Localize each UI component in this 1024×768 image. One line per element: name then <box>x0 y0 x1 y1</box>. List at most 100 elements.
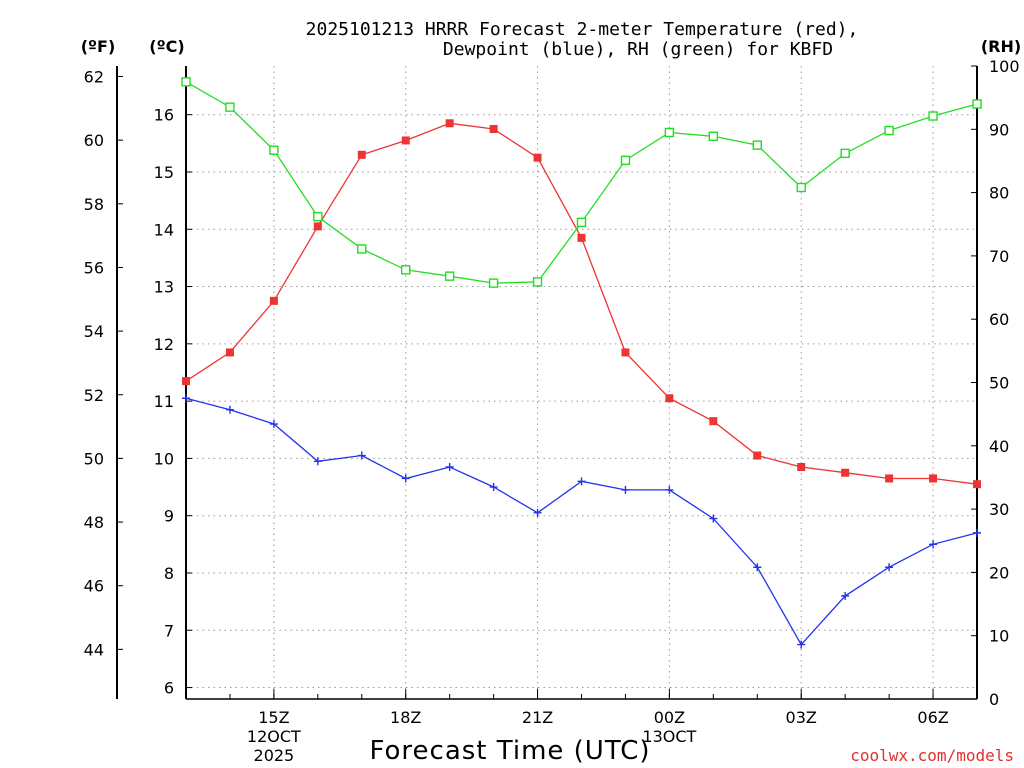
rh-point <box>269 145 279 155</box>
rh-point <box>488 278 499 288</box>
rh-point <box>401 265 411 275</box>
rh-point <box>708 131 719 141</box>
fahrenheit-tick-label: 48 <box>84 513 104 532</box>
rh-point <box>884 125 894 136</box>
celsius-tick-label: 14 <box>154 220 174 239</box>
x-tick-date-label: 13OCT <box>642 727 696 746</box>
2-meter-temperature-point <box>182 377 190 386</box>
rh-point <box>752 140 762 150</box>
chart-title-line2: Dewpoint (blue), RH (green) for KBFD <box>443 39 833 60</box>
celsius-tick-label: 6 <box>164 679 174 698</box>
2-meter-temperature-line <box>185 122 978 485</box>
axes <box>116 66 978 700</box>
2-meter-temperature-point <box>797 462 806 471</box>
rh-point <box>225 102 235 112</box>
2-meter-temperature-point <box>885 474 894 483</box>
2-meter-temperature-point <box>929 474 938 483</box>
rh-tick-label: 90 <box>989 120 1009 139</box>
rh-point <box>532 277 543 287</box>
fahrenheit-tick-label: 62 <box>84 68 104 87</box>
dewpoint-point <box>577 477 586 486</box>
rh-point <box>357 244 367 254</box>
dewpoint-point <box>182 394 190 403</box>
rh-unit-label: (RH) <box>981 37 1021 56</box>
celsius-tick-label: 12 <box>154 335 174 354</box>
rh-tick-label: 30 <box>989 500 1009 519</box>
x-tick-date-label: 12OCT <box>247 727 301 746</box>
2-meter-temperature-point <box>533 153 542 162</box>
fahrenheit-unit-label: (ºF) <box>81 37 116 56</box>
celsius-unit-label: (ºC) <box>149 37 184 56</box>
x-tick-year-label: 2025 <box>254 746 295 765</box>
2-meter-temperature-point <box>489 125 498 134</box>
2-meter-temperature-point <box>357 150 366 159</box>
rh-point <box>972 99 982 109</box>
2-meter-temperature-point <box>401 136 410 145</box>
dewpoint-point <box>269 420 278 429</box>
celsius-tick-label: 15 <box>154 163 174 182</box>
x-tick-label-03Z: 03Z <box>786 708 817 727</box>
dewpoint-point <box>357 451 366 460</box>
dewpoint-point <box>445 462 454 471</box>
celsius-tick-label: 10 <box>154 449 174 468</box>
gridlines <box>186 66 977 699</box>
celsius-tick-label: 8 <box>164 564 174 583</box>
dewpoint-point <box>885 563 894 572</box>
dewpoint-point <box>621 485 630 494</box>
dewpoint-point <box>313 457 322 466</box>
rh-point <box>928 111 938 121</box>
dewpoint-point <box>665 485 674 494</box>
series-layer <box>181 77 982 649</box>
celsius-tick-label: 9 <box>164 507 174 526</box>
celsius-tick-label: 11 <box>154 392 174 411</box>
fahrenheit-tick-label: 60 <box>84 131 104 150</box>
rh-tick-label: 100 <box>989 57 1020 76</box>
dewpoint-point <box>489 483 498 492</box>
x-tick-label-18Z: 18Z <box>390 708 421 727</box>
2-meter-temperature-point <box>313 222 322 231</box>
celsius-tick-label: 13 <box>154 278 174 297</box>
dewpoint-point <box>225 405 234 414</box>
x-tick-label-15Z: 15Z <box>258 708 289 727</box>
dewpoint-point <box>973 528 981 537</box>
fahrenheit-tick-label: 54 <box>84 322 104 341</box>
chart-title-line1: 2025101213 HRRR Forecast 2-meter Tempera… <box>306 19 859 40</box>
celsius-tick-label: 7 <box>164 621 174 640</box>
rh-point <box>444 271 455 281</box>
dewpoint-point <box>929 540 938 549</box>
x-tick-label-06Z: 06Z <box>917 708 948 727</box>
x-tick-label-00Z: 00Z <box>654 708 685 727</box>
dewpoint-point <box>797 640 806 649</box>
x-tick-label-21Z: 21Z <box>522 708 553 727</box>
series-2-meter-temperature <box>182 119 981 489</box>
rh-tick-label: 20 <box>989 563 1009 582</box>
fahrenheit-tick-label: 50 <box>84 449 104 468</box>
fahrenheit-tick-label: 58 <box>84 195 104 214</box>
credit-text: coolwx.com/models <box>850 746 1014 765</box>
rh-point <box>664 127 675 138</box>
2-meter-temperature-point <box>621 348 630 357</box>
rh-tick-label: 40 <box>989 437 1009 456</box>
rh-point <box>620 155 631 166</box>
rh-point <box>181 77 191 87</box>
2-meter-temperature-point <box>445 119 454 128</box>
2-meter-temperature-point <box>269 296 278 305</box>
2-meter-temperature-point <box>973 480 981 489</box>
dewpoint-point <box>841 591 850 600</box>
rh-tick-label: 50 <box>989 374 1009 393</box>
tick-labels: 6 7 8 9 10 11 12 13 14 15 16 44 46 48 50 52 54 56 58 60 62 0 1… <box>84 57 1020 765</box>
fahrenheit-tick-label: 52 <box>84 386 104 405</box>
2-meter-temperature-point <box>709 417 718 426</box>
rh-line <box>185 81 978 284</box>
2-meter-temperature-point <box>577 233 586 242</box>
dewpoint-point <box>753 563 762 572</box>
rh-tick-label: 80 <box>989 184 1009 203</box>
dewpoint-point <box>401 474 410 483</box>
series-dewpoint <box>182 394 981 649</box>
rh-tick-label: 0 <box>989 690 999 709</box>
dewpoint-point <box>709 514 718 523</box>
fahrenheit-tick-label: 46 <box>84 577 104 596</box>
x-axis-label: Forecast Time (UTC) <box>369 736 650 766</box>
2-meter-temperature-point <box>225 348 234 357</box>
